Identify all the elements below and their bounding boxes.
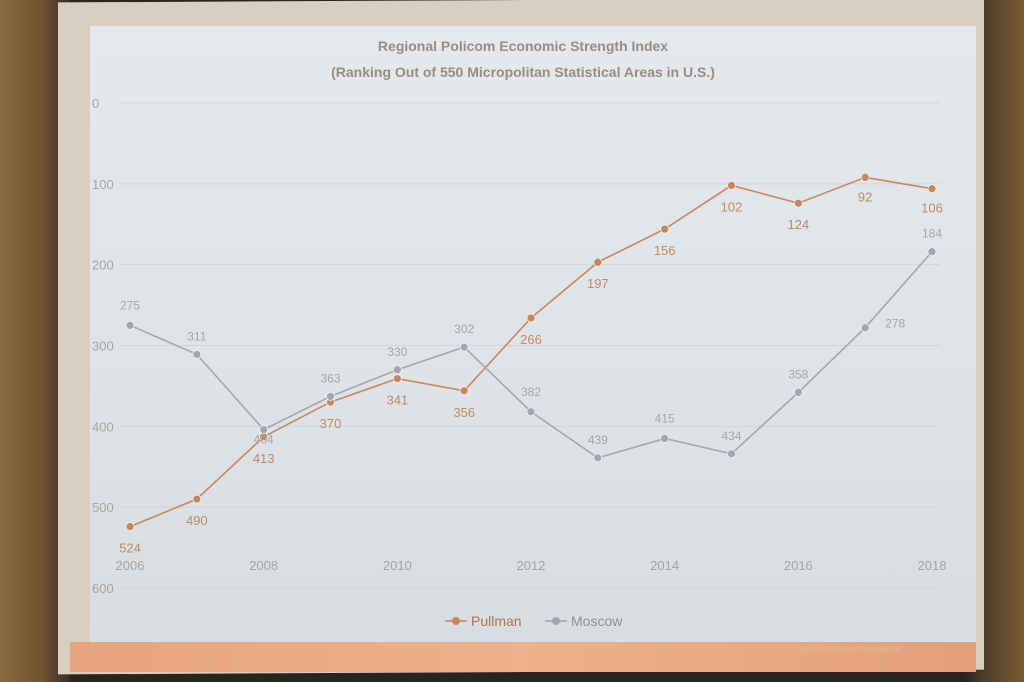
data-point-pullman: [459, 386, 469, 396]
legend: Pullman Moscow: [445, 613, 623, 629]
gridlines: [120, 102, 940, 589]
legend-label-pullman: Pullman: [471, 613, 522, 629]
data-label-moscow: 278: [885, 317, 905, 331]
data-label-pullman: 341: [386, 393, 408, 408]
x-tick-label: 2014: [650, 558, 679, 573]
legend-marker-pullman: [452, 617, 460, 625]
data-label-moscow: 330: [387, 345, 407, 359]
data-label-moscow: 404: [254, 433, 274, 447]
y-tick-label: 0: [92, 96, 99, 111]
data-label-pullman: 156: [654, 243, 676, 258]
data-point-pullman: [125, 522, 135, 531]
data-point-moscow: [593, 453, 603, 463]
data-label-moscow: 275: [120, 298, 140, 312]
x-tick-label: 2016: [784, 558, 813, 573]
data-point-pullman: [794, 198, 803, 208]
data-label-pullman: 124: [787, 217, 809, 232]
data-point-moscow: [125, 320, 135, 330]
data-point-pullman: [727, 181, 736, 190]
data-label-pullman: 370: [320, 416, 342, 431]
slide-footer-band: [70, 642, 976, 672]
data-label-pullman: 197: [587, 276, 609, 291]
chart-title: Regional Policom Economic Strength Index: [378, 38, 668, 54]
data-point-moscow: [192, 350, 202, 359]
data-label-pullman: 490: [186, 513, 208, 528]
data-point-moscow: [326, 392, 335, 401]
x-tick-label: 2008: [249, 558, 278, 573]
y-tick-label: 300: [92, 339, 114, 354]
data-point-moscow: [660, 434, 669, 443]
x-tick-label: 2010: [383, 558, 412, 573]
data-point-pullman: [526, 313, 536, 323]
data-label-moscow: 302: [454, 322, 474, 336]
data-label-moscow: 311: [187, 329, 206, 343]
projected-slide: [90, 26, 976, 646]
data-label-moscow: 184: [922, 227, 942, 241]
x-axis-ticks: 2006 2008 2010 2012 2014 2016 2018: [116, 558, 947, 573]
x-tick-label: 2018: [918, 558, 947, 573]
y-tick-label: 100: [92, 177, 114, 192]
y-tick-label: 400: [92, 419, 114, 434]
data-label-pullman: 413: [253, 451, 275, 466]
data-point-pullman: [593, 257, 603, 267]
data-label-pullman: 266: [520, 332, 542, 347]
data-point-moscow: [860, 323, 870, 333]
source-note: Source: Policom Corporation: [799, 645, 901, 654]
data-point-moscow: [526, 407, 536, 417]
data-point-pullman: [393, 374, 402, 383]
data-point-pullman: [927, 184, 937, 193]
series-line-moscow: [129, 251, 933, 459]
data-label-moscow: 363: [320, 371, 340, 385]
data-label-moscow: 358: [788, 367, 808, 381]
data-label-moscow: 439: [588, 433, 608, 447]
data-point-moscow: [927, 247, 937, 257]
legend-marker-moscow: [552, 617, 560, 625]
series-group: 524 490 413 370 341 356 266 197 156 102 124 92 106 27…: [119, 173, 943, 556]
series-line-pullman: [129, 176, 933, 528]
data-label-moscow: 415: [655, 411, 675, 425]
y-axis-ticks: 0 100 200 300 400 500 600: [92, 96, 114, 596]
data-point-moscow: [459, 342, 469, 352]
chart-subtitle: (Ranking Out of 550 Micropolitan Statist…: [331, 64, 715, 80]
data-label-moscow: 434: [721, 429, 741, 443]
data-label-pullman: 106: [921, 201, 943, 216]
data-point-pullman: [860, 173, 870, 182]
data-label-pullman: 356: [453, 405, 475, 420]
y-tick-label: 200: [92, 258, 114, 273]
data-label-pullman: 102: [721, 199, 743, 214]
data-point-moscow: [794, 388, 803, 397]
data-point-pullman: [660, 224, 669, 234]
data-point-pullman: [192, 494, 202, 504]
data-label-pullman: 524: [119, 541, 141, 556]
legend-label-moscow: Moscow: [571, 613, 623, 629]
y-tick-label: 500: [92, 500, 114, 515]
y-tick-label: 600: [92, 581, 114, 596]
data-point-moscow: [393, 365, 402, 375]
data-point-moscow: [727, 449, 736, 459]
data-label-pullman: 92: [858, 189, 872, 204]
x-tick-label: 2006: [116, 558, 145, 573]
data-label-moscow: 382: [521, 385, 541, 399]
data-point-moscow: [259, 425, 268, 434]
x-tick-label: 2012: [517, 558, 546, 573]
